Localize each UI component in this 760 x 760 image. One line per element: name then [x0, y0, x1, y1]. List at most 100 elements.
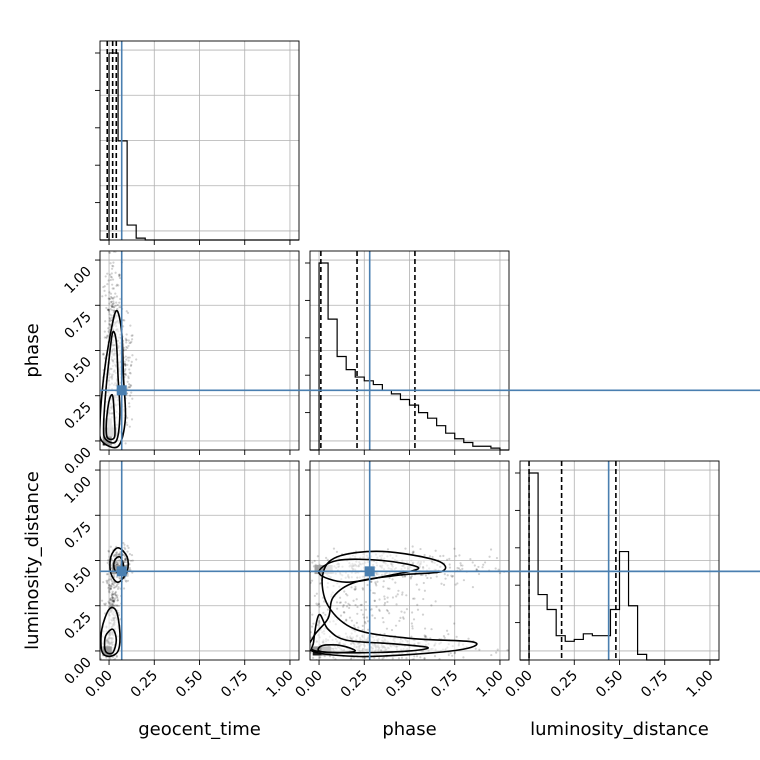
- sample-point: [108, 316, 111, 320]
- sample-point: [109, 292, 113, 295]
- sample-point: [292, 579, 294, 581]
- sample-point: [118, 273, 121, 276]
- sample-point: [103, 285, 106, 288]
- sample-point: [334, 658, 337, 660]
- sample-point: [285, 567, 287, 569]
- sample-point: [125, 310, 128, 313]
- sample-point: [385, 608, 389, 612]
- sample-point: [108, 322, 111, 326]
- sample-point: [435, 575, 438, 578]
- sample-point: [410, 622, 413, 625]
- sample-point: [371, 614, 374, 617]
- sample-point: [109, 657, 112, 660]
- sample-point: [483, 561, 487, 564]
- sample-point: [383, 632, 386, 636]
- sample-point: [113, 553, 117, 556]
- sample-point: [361, 587, 364, 590]
- sample-point: [287, 581, 289, 583]
- sample-point: [293, 639, 295, 641]
- sample-point: [477, 565, 480, 569]
- sample-point: [449, 652, 452, 655]
- sample-point: [343, 611, 346, 614]
- sample-point: [127, 386, 130, 389]
- sample-point: [118, 577, 122, 580]
- truth-marker: [116, 566, 127, 577]
- sample-point: [271, 648, 273, 650]
- sample-point: [382, 621, 385, 624]
- sample-point: [419, 573, 423, 577]
- sample-point: [114, 271, 117, 274]
- sample-point: [115, 452, 117, 454]
- sample-point: [106, 308, 109, 311]
- sample-point: [112, 302, 115, 305]
- sample-point: [396, 593, 399, 596]
- sample-point: [118, 275, 121, 278]
- sample-point: [398, 619, 401, 622]
- sample-point: [260, 647, 262, 649]
- sample-point: [400, 610, 403, 613]
- sample-point: [386, 596, 389, 599]
- sample-point: [113, 593, 116, 596]
- sample-point: [130, 340, 133, 343]
- sample-point: [305, 628, 307, 630]
- sample-point: [105, 336, 108, 339]
- sample-point: [129, 384, 132, 387]
- sample-point: [423, 589, 426, 592]
- sample-point: [278, 589, 280, 591]
- sample-point: [130, 391, 133, 394]
- sample-point: [306, 568, 308, 570]
- sample-point: [293, 638, 295, 640]
- sample-point: [126, 363, 129, 366]
- sample-point: [110, 577, 113, 580]
- sample-point: [109, 324, 112, 327]
- sample-point: [381, 616, 384, 620]
- sample-point: [302, 583, 304, 585]
- sample-point: [405, 607, 409, 611]
- sample-point: [373, 599, 376, 602]
- sample-point: [326, 608, 330, 611]
- sample-point: [124, 558, 127, 561]
- sample-point: [383, 597, 386, 601]
- sample-point: [125, 341, 128, 344]
- sample-point: [102, 352, 105, 355]
- sample-point: [272, 562, 274, 564]
- sample-point: [265, 598, 267, 600]
- sample-point: [405, 594, 408, 597]
- sample-point: [292, 586, 294, 588]
- y-tick-label: 0.25: [61, 609, 94, 642]
- sample-point: [353, 624, 356, 627]
- sample-point: [488, 555, 491, 558]
- sample-point: [412, 550, 415, 553]
- sample-point: [130, 553, 134, 557]
- sample-point: [454, 583, 457, 586]
- sample-point: [241, 552, 243, 554]
- sample-point: [103, 330, 106, 333]
- sample-point: [388, 660, 390, 662]
- sample-point: [342, 611, 345, 614]
- sample-point: [319, 582, 322, 585]
- sample-point: [124, 364, 127, 367]
- sample-point: [110, 599, 114, 602]
- sample-point: [446, 558, 449, 561]
- sample-point: [335, 550, 339, 553]
- sample-point: [123, 546, 126, 549]
- sample-point: [113, 581, 116, 584]
- sample-point: [239, 562, 241, 564]
- sample-point: [416, 608, 420, 611]
- sample-point: [113, 586, 116, 589]
- sample-point: [365, 616, 369, 619]
- sample-point: [535, 586, 537, 588]
- x-tick-label: 0.00: [503, 668, 536, 701]
- sample-point: [127, 383, 131, 386]
- sample-point: [395, 595, 398, 598]
- sample-point: [127, 344, 130, 348]
- x-tick-label: 1.00: [263, 668, 296, 701]
- sample-point: [117, 553, 121, 556]
- sample-point: [107, 330, 110, 333]
- sample-point: [109, 605, 112, 608]
- sample-point: [108, 317, 112, 321]
- sample-point: [122, 587, 126, 590]
- sample-point: [128, 371, 131, 374]
- sample-point: [109, 662, 111, 664]
- sample-point: [318, 619, 321, 623]
